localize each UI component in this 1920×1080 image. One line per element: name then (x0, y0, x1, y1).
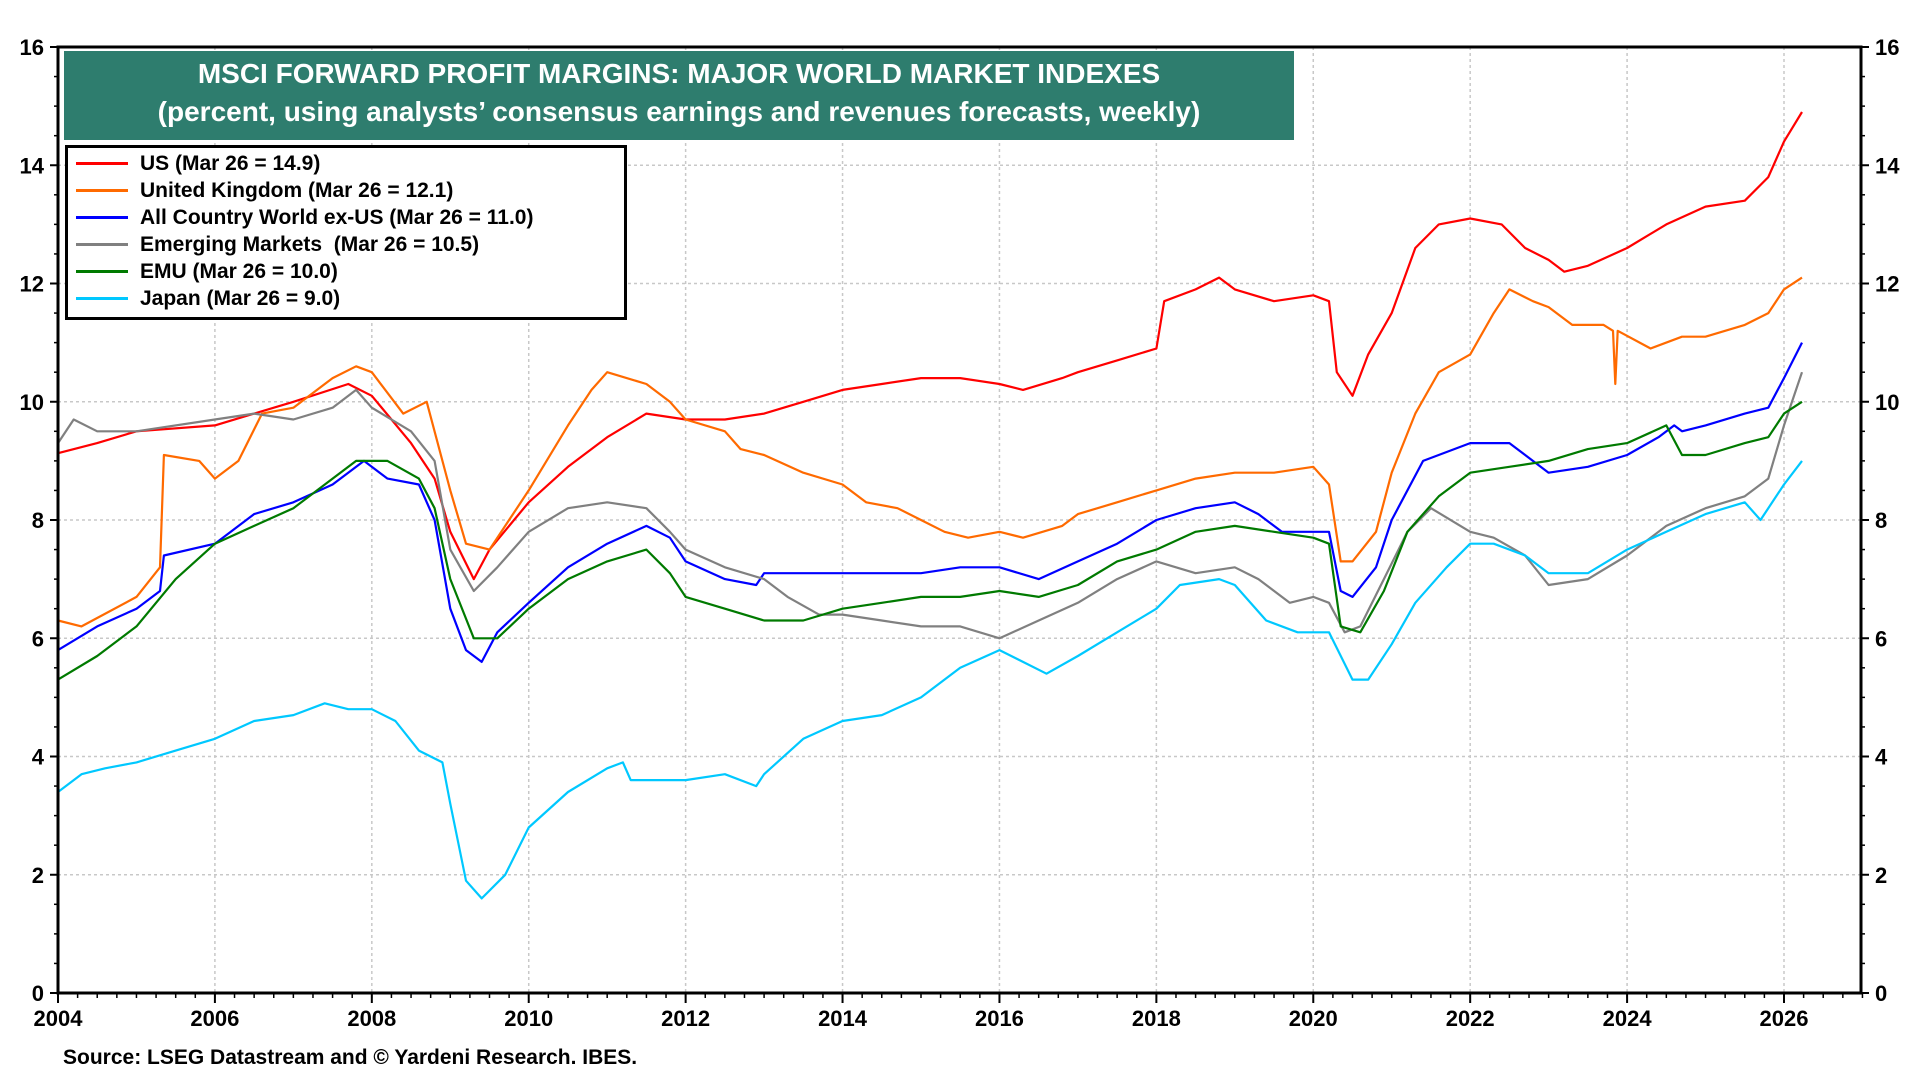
legend-label: EMU (Mar 26 = 10.0) (140, 259, 338, 283)
series-line-1 (57, 276, 1803, 628)
series-line-5 (57, 460, 1803, 900)
legend-item: All Country World ex-US (Mar 26 = 11.0) (68, 204, 624, 231)
y-tick-label-left: 0 (32, 981, 44, 1006)
y-tick-label-right: 16 (1875, 35, 1899, 60)
y-tick-label-right: 0 (1875, 981, 1887, 1006)
y-tick-label-left: 6 (32, 626, 44, 651)
series-line-2 (57, 342, 1803, 664)
legend-label: US (Mar 26 = 14.9) (140, 151, 321, 175)
legend-label: United Kingdom (Mar 26 = 12.1) (140, 178, 454, 202)
x-tick-label: 2024 (1603, 1006, 1653, 1031)
x-tick-label: 2018 (1132, 1006, 1181, 1031)
legend-swatch (76, 162, 128, 165)
x-tick-label: 2026 (1760, 1006, 1809, 1031)
y-tick-label-right: 8 (1875, 508, 1887, 533)
axis-ticks: 2004 2006 2008 2010 2012 2014 2016 2018 2020 2022… (20, 35, 1901, 1031)
source-note: Source: LSEG Datastream and © Yardeni Re… (63, 1046, 638, 1069)
chart-subtitle: (percent, using analysts’ consensus earn… (157, 96, 1201, 127)
y-tick-label-right: 12 (1875, 272, 1899, 297)
series-lines (57, 111, 1804, 900)
legend-item: EMU (Mar 26 = 10.0) (68, 258, 624, 285)
legend-item: United Kingdom (Mar 26 = 12.1) (68, 177, 624, 204)
y-tick-label-left: 10 (20, 390, 44, 415)
legend-swatch (76, 297, 128, 300)
chart-title-box: MSCI FORWARD PROFIT MARGINS: MAJOR WORLD… (64, 51, 1294, 140)
x-tick-label: 2020 (1289, 1006, 1338, 1031)
y-tick-label-right: 6 (1875, 626, 1887, 651)
x-tick-label: 2012 (661, 1006, 710, 1031)
y-tick-label-right: 14 (1875, 153, 1900, 178)
legend-label: Japan (Mar 26 = 9.0) (140, 286, 341, 310)
legend-item: US (Mar 26 = 14.9) (68, 150, 624, 177)
legend-swatch (76, 189, 128, 192)
x-tick-label: 2022 (1446, 1006, 1495, 1031)
series-line-4 (57, 400, 1803, 681)
legend-swatch (76, 216, 128, 219)
x-tick-label: 2014 (818, 1006, 868, 1031)
series-line-3 (57, 371, 1804, 640)
y-tick-label-right: 2 (1875, 863, 1887, 888)
x-tick-label: 2016 (975, 1006, 1024, 1031)
y-tick-label-right: 10 (1875, 390, 1899, 415)
x-tick-label: 2004 (34, 1006, 84, 1031)
legend-label: All Country World ex-US (Mar 26 = 11.0) (140, 205, 534, 229)
legend-swatch (76, 243, 128, 246)
chart-title: MSCI FORWARD PROFIT MARGINS: MAJOR WORLD… (197, 58, 1161, 89)
y-tick-label-left: 4 (32, 745, 45, 770)
y-tick-label-left: 2 (32, 863, 44, 888)
legend-item: Emerging Markets (Mar 26 = 10.5) (68, 231, 624, 258)
legend: US (Mar 26 = 14.9) United Kingdom (Mar 26… (65, 145, 627, 320)
y-tick-label-left: 16 (20, 35, 44, 60)
x-tick-label: 2010 (504, 1006, 553, 1031)
y-tick-label-left: 8 (32, 508, 44, 533)
x-tick-label: 2008 (347, 1006, 396, 1031)
y-tick-label-left: 12 (20, 272, 44, 297)
y-tick-label-left: 14 (20, 153, 45, 178)
legend-swatch (76, 270, 128, 273)
legend-label: Emerging Markets (Mar 26 = 10.5) (140, 232, 480, 256)
legend-item: Japan (Mar 26 = 9.0) (68, 285, 624, 312)
x-tick-label: 2006 (190, 1006, 239, 1031)
y-tick-label-right: 4 (1875, 745, 1888, 770)
